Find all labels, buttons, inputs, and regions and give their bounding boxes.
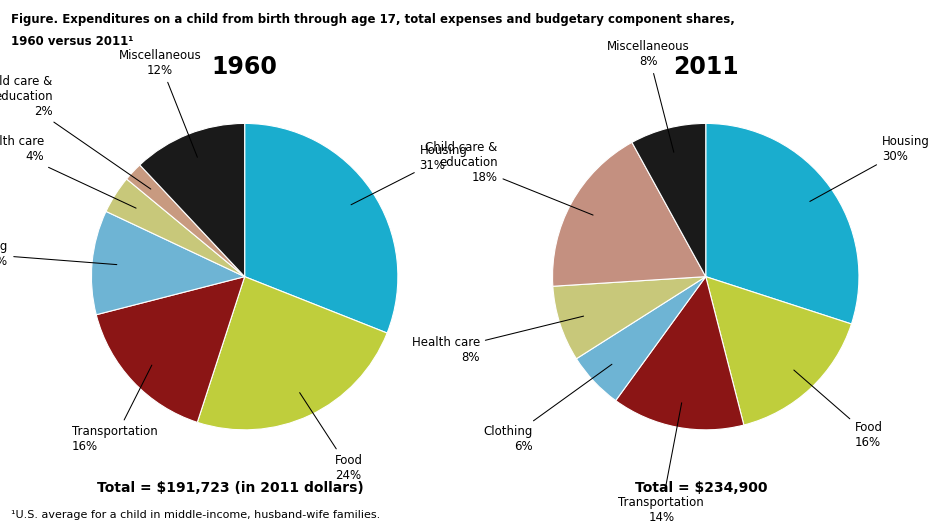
Text: Total = $234,900: Total = $234,900 xyxy=(635,481,767,495)
Text: Transportation
16%: Transportation 16% xyxy=(72,365,157,453)
Text: Clothing
6%: Clothing 6% xyxy=(484,364,612,453)
Wedge shape xyxy=(96,277,245,422)
Wedge shape xyxy=(127,165,245,277)
Text: Housing
31%: Housing 31% xyxy=(351,144,468,205)
Wedge shape xyxy=(552,277,706,359)
Text: Miscellaneous
8%: Miscellaneous 8% xyxy=(607,40,690,152)
Title: 2011: 2011 xyxy=(673,55,739,79)
Wedge shape xyxy=(577,277,706,401)
Wedge shape xyxy=(552,143,706,286)
Text: Clothing
11%: Clothing 11% xyxy=(0,240,117,268)
Text: ¹U.S. average for a child in middle-income, husband-wife families.: ¹U.S. average for a child in middle-inco… xyxy=(11,510,380,520)
Text: Child care &
education
2%: Child care & education 2% xyxy=(0,74,151,189)
Wedge shape xyxy=(245,123,398,333)
Wedge shape xyxy=(106,179,245,277)
Wedge shape xyxy=(91,211,245,315)
Text: Figure. Expenditures on a child from birth through age 17, total expenses and bu: Figure. Expenditures on a child from bir… xyxy=(11,13,735,26)
Text: Health care
8%: Health care 8% xyxy=(411,316,583,364)
Text: Food
24%: Food 24% xyxy=(299,393,362,482)
Wedge shape xyxy=(706,123,859,324)
Text: Transportation
14%: Transportation 14% xyxy=(618,403,704,524)
Wedge shape xyxy=(615,277,743,430)
Wedge shape xyxy=(632,123,706,277)
Text: Housing
30%: Housing 30% xyxy=(810,135,930,202)
Text: Miscellaneous
12%: Miscellaneous 12% xyxy=(119,49,201,157)
Wedge shape xyxy=(198,277,387,430)
Text: Child care &
education
18%: Child care & education 18% xyxy=(425,141,593,215)
Text: 1960 versus 2011¹: 1960 versus 2011¹ xyxy=(11,35,134,47)
Wedge shape xyxy=(706,277,852,425)
Text: Total = $191,723 (in 2011 dollars): Total = $191,723 (in 2011 dollars) xyxy=(97,481,364,495)
Text: Food
16%: Food 16% xyxy=(794,370,883,449)
Wedge shape xyxy=(140,123,245,277)
Text: Health care
4%: Health care 4% xyxy=(0,135,136,208)
Title: 1960: 1960 xyxy=(212,55,278,79)
